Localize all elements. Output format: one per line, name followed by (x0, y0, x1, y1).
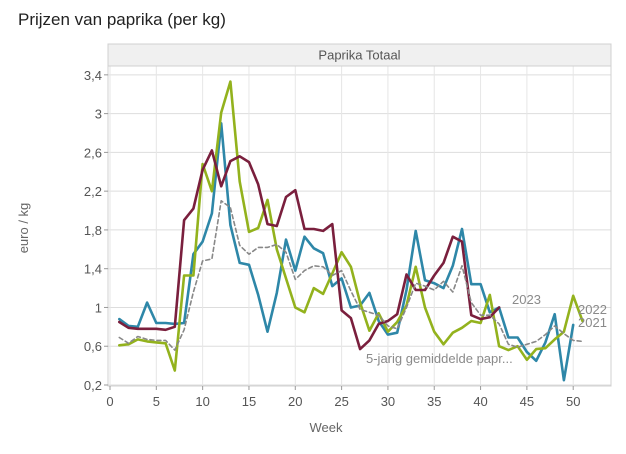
series-label-2021: 2021 (578, 315, 607, 330)
series-label-2022: 2022 (578, 302, 607, 317)
x-axis: 0 5 10 15 20 25 30 35 40 45 50 (106, 386, 580, 409)
y-tick-label: 1,4 (84, 262, 102, 277)
x-tick-label: 45 (520, 394, 534, 409)
x-tick-label: 30 (381, 394, 395, 409)
y-axis-label: euro / kg (16, 203, 31, 254)
x-tick-label: 25 (334, 394, 348, 409)
series-line-2022 (118, 80, 584, 372)
y-tick-label: 1,8 (84, 223, 102, 238)
series-line-5-jarig-gemiddelde-papr (118, 200, 584, 351)
x-tick-label: 40 (473, 394, 487, 409)
y-tick-label: 0,6 (84, 339, 102, 354)
series-line-2023 (118, 149, 501, 351)
x-tick-label: 35 (427, 394, 441, 409)
x-tick-label: 15 (242, 394, 256, 409)
x-tick-label: 0 (106, 394, 113, 409)
series-label-2023: 2023 (512, 292, 541, 307)
x-tick-label: 5 (153, 394, 160, 409)
x-tick-label: 50 (566, 394, 580, 409)
y-tick-label: 3,4 (84, 68, 102, 83)
plot-frame (107, 65, 612, 387)
y-axis: 0,2 0,6 1 1,4 1,8 2,2 2,6 3 3,4 (84, 68, 108, 393)
y-tick-label: 3 (95, 107, 102, 122)
chart-title: Prijzen van paprika (per kg) (18, 10, 226, 29)
series-line-2021 (118, 122, 575, 382)
y-tick-label: 0,2 (84, 378, 102, 393)
y-tick-label: 1 (95, 300, 102, 315)
series-layer (118, 80, 584, 382)
x-axis-label: Week (310, 420, 343, 435)
facet-title: Paprika Totaal (318, 48, 400, 63)
series-label-5-jarig-gemiddelde-papr: 5-jarig gemiddelde papr... (366, 351, 513, 366)
x-tick-label: 10 (195, 394, 209, 409)
x-tick-label: 20 (288, 394, 302, 409)
y-tick-label: 2,6 (84, 145, 102, 160)
y-tick-label: 2,2 (84, 184, 102, 199)
